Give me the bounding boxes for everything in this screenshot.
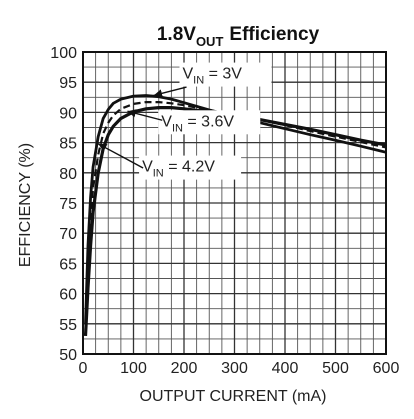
series-line-1: [84, 94, 387, 324]
chart-title: 1.8VOUT Efficiency: [157, 24, 320, 49]
y-tick-label: 60: [59, 287, 77, 304]
x-tick-label: 200: [171, 360, 198, 377]
series-line-3: [83, 106, 387, 336]
series-label-arrow: [127, 109, 163, 121]
y-tick-label: 80: [59, 166, 77, 183]
series-label-3: VIN = 4.2V: [142, 159, 215, 180]
title-main: 1.8V: [157, 24, 196, 45]
series-label-2: VIN = 3.6V: [161, 113, 234, 134]
series-label-background: [139, 155, 242, 180]
title-subscript: OUT: [196, 34, 224, 49]
series-label-background: [158, 110, 261, 135]
y-tick-label: 50: [59, 347, 77, 364]
series-layer: [83, 94, 387, 336]
x-tick-labels: 0 100 200 300 400 500 600: [79, 360, 400, 377]
y-axis-label: EFFICIENCY (%): [17, 143, 34, 267]
y-tick-label: 70: [59, 226, 77, 243]
x-tick-label: 300: [221, 360, 248, 377]
title-suffix: Efficiency: [229, 24, 319, 45]
plot-frame: [82, 51, 387, 355]
y-tick-label: 100: [50, 45, 77, 62]
x-tick-label: 100: [120, 360, 147, 377]
annotation-layer: VIN = 3V VIN = 3.6V VIN = 4.2V: [97, 62, 272, 180]
series-label-background: [179, 62, 272, 87]
series-label-arrow: [153, 86, 187, 98]
series-label-1: VIN = 3V: [182, 66, 242, 87]
x-tick-label: 400: [272, 360, 299, 377]
y-tick-label: 55: [59, 317, 77, 334]
y-tick-label: 75: [59, 196, 77, 213]
x-tick-label: 0: [79, 360, 88, 377]
y-tick-label: 90: [59, 105, 77, 122]
x-tick-label: 600: [373, 360, 400, 377]
x-tick-label: 500: [322, 360, 349, 377]
y-tick-labels: 50 55 60 65 70 75 80 85 90 95 100: [50, 45, 77, 364]
x-axis-label: OUTPUT CURRENT (mA): [140, 388, 327, 405]
y-tick-label: 95: [59, 75, 77, 92]
y-tick-label: 65: [59, 256, 77, 273]
y-tick-label: 85: [59, 136, 77, 153]
series-label-arrow: [97, 143, 144, 169]
